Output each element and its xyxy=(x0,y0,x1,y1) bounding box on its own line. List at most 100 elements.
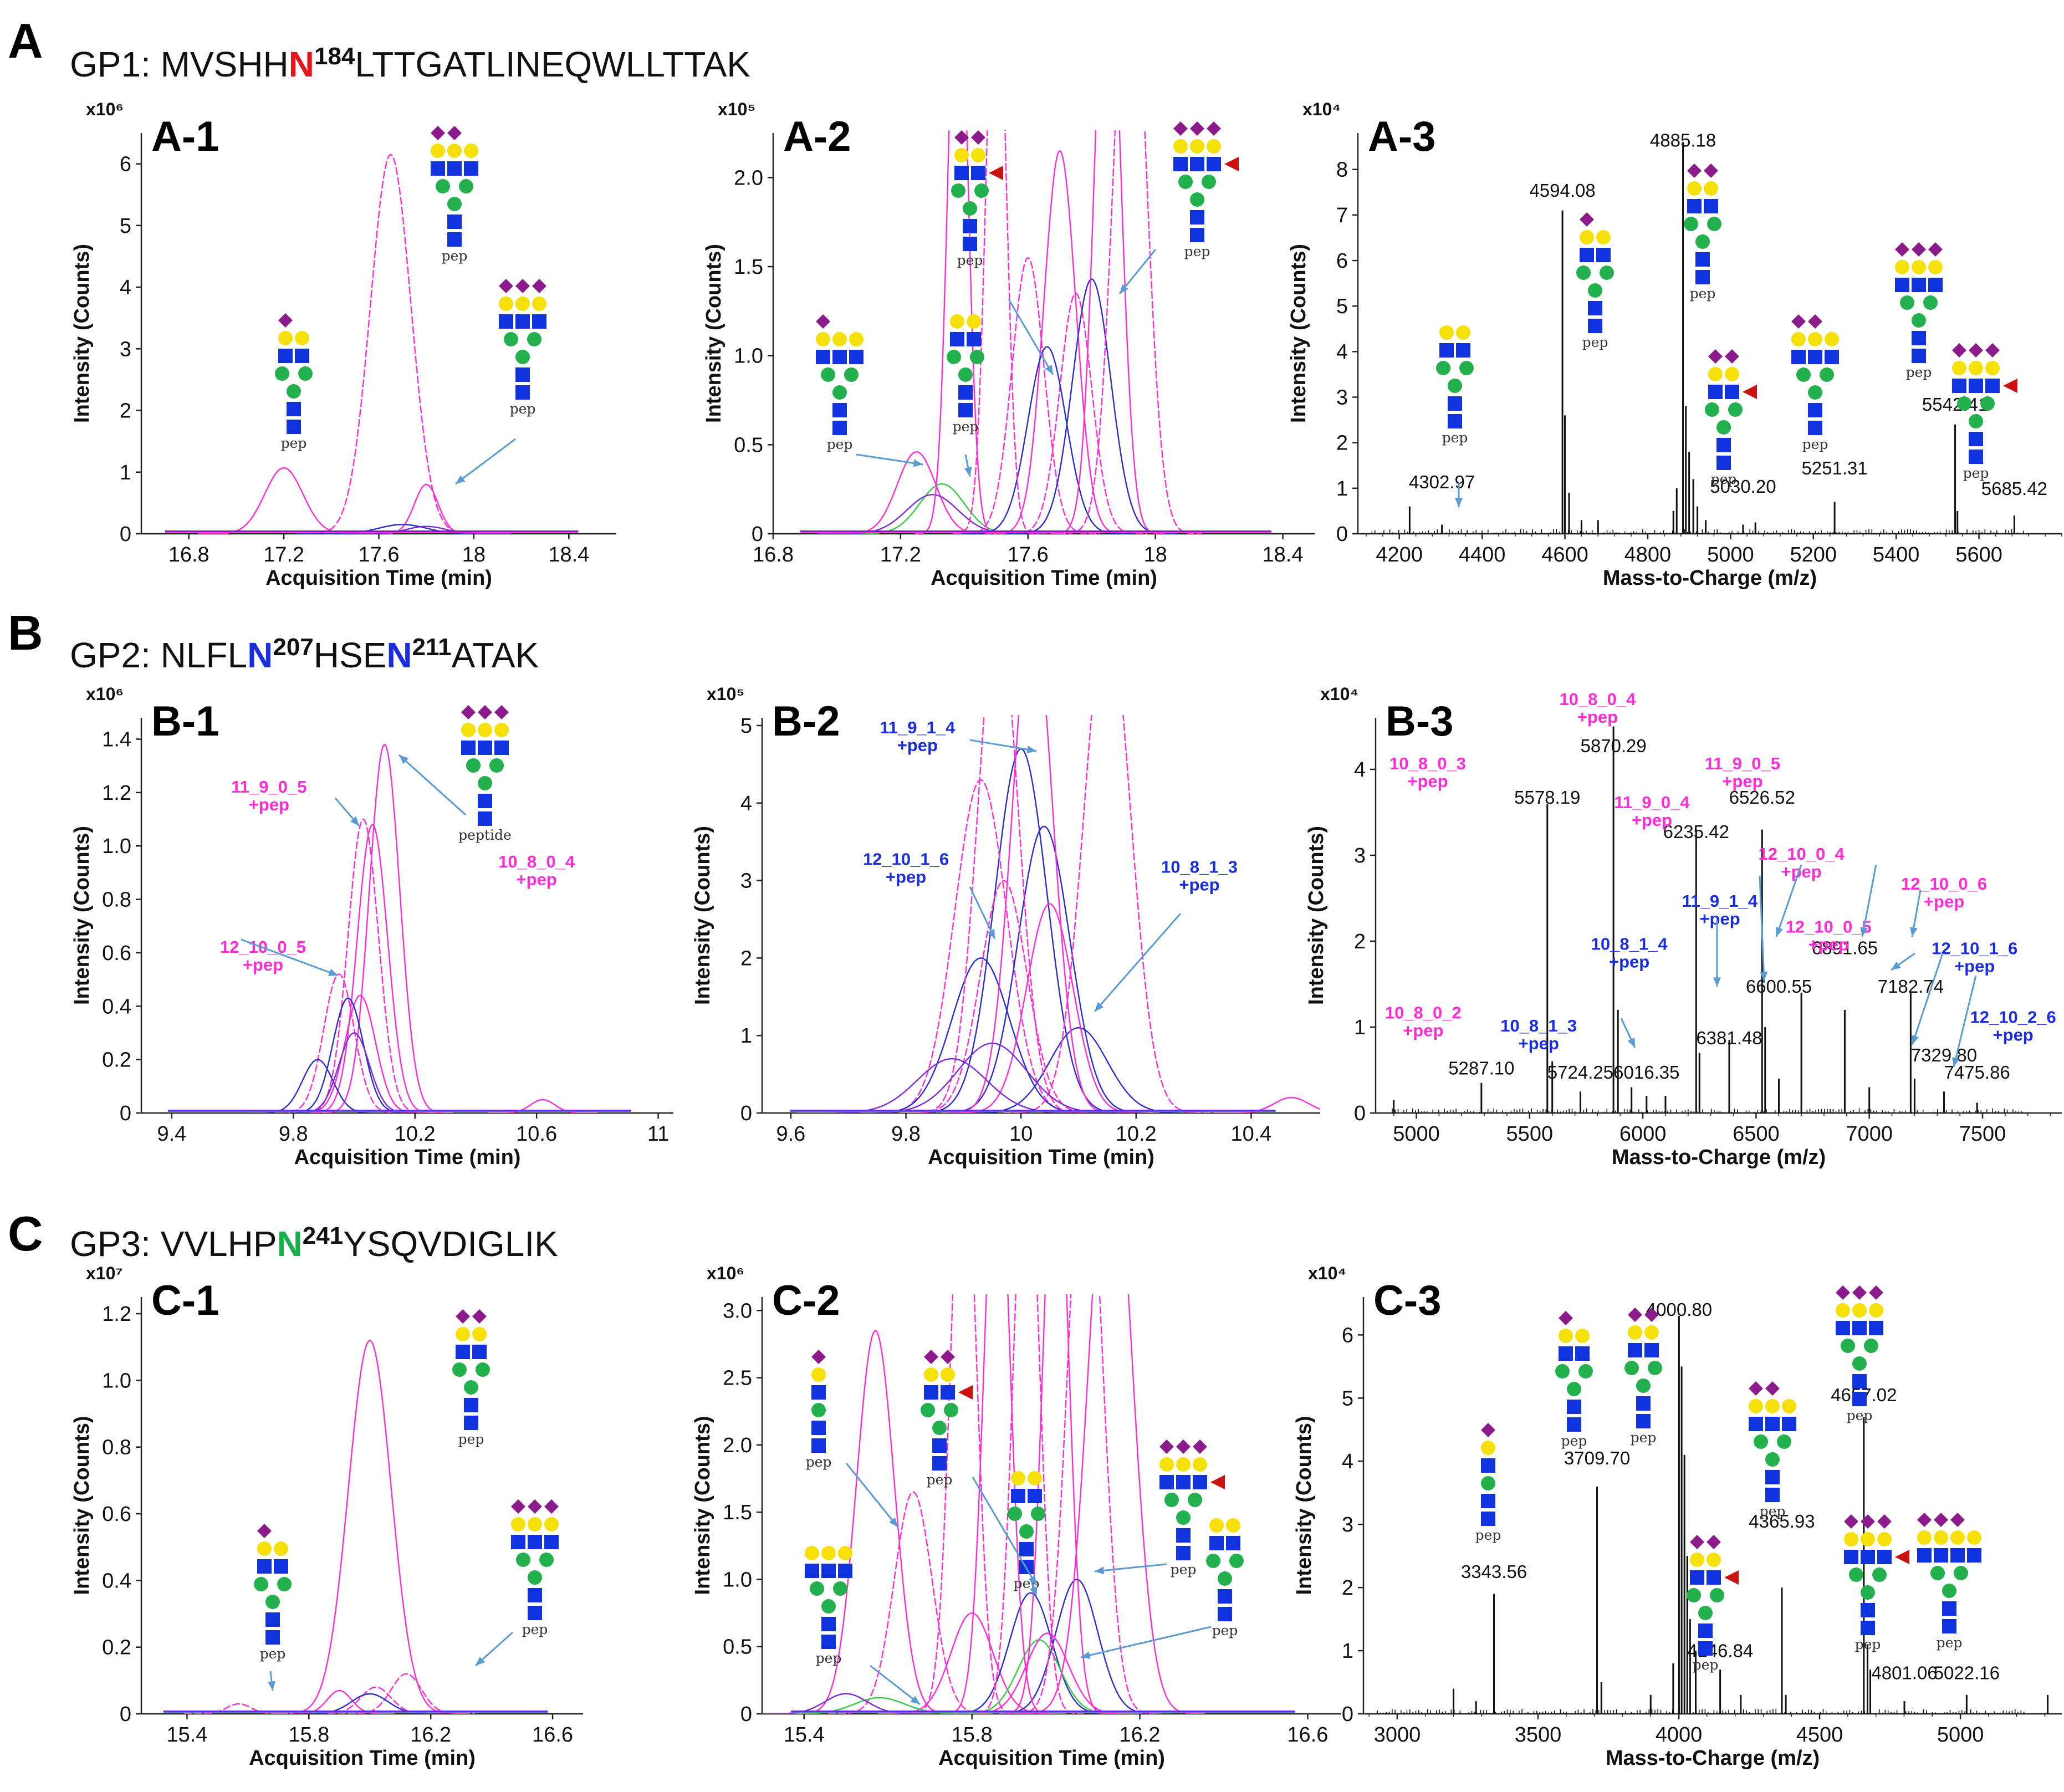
glycan-structure: pep xyxy=(1624,1308,1662,1446)
galactose-icon xyxy=(1690,1553,1704,1567)
seq-a-site: N xyxy=(289,44,314,84)
glycan-composition-pep: +pep xyxy=(1808,935,1849,954)
galactose-icon xyxy=(1765,1399,1780,1413)
y-tick-label: 6 xyxy=(120,153,131,176)
glcnac-icon xyxy=(1852,1392,1867,1406)
glycan-structure: pep xyxy=(1844,1514,1909,1652)
glycan-structure: pep xyxy=(1687,1535,1739,1673)
glcnac-icon xyxy=(1877,1550,1892,1564)
annotation-arrow xyxy=(1759,875,1768,982)
sialic-acid-icon xyxy=(1580,212,1594,227)
glycan-composition-pep: +pep xyxy=(1722,772,1762,791)
glcnac-icon xyxy=(1985,379,2000,393)
x-tick-label: 5600 xyxy=(1955,543,2002,566)
sialic-acid-icon xyxy=(1952,343,1966,358)
glcnac-icon xyxy=(958,403,973,417)
sialic-acid-icon xyxy=(1707,1535,1721,1549)
mannose-icon xyxy=(1687,1588,1701,1602)
sialic-acid-icon xyxy=(447,126,462,140)
x-axis-title: Mass-to-Charge (m/z) xyxy=(1603,566,1817,590)
sialic-acid-icon xyxy=(954,130,969,145)
mannose-icon xyxy=(265,1595,280,1609)
galactose-icon xyxy=(1596,230,1611,244)
glcnac-icon xyxy=(821,1564,836,1578)
glycan-peptide-label: pep xyxy=(1475,1527,1501,1543)
glycan-peptide-label: pep xyxy=(1937,1635,1963,1651)
galactose-icon xyxy=(1877,1532,1892,1546)
galactose-icon xyxy=(1791,332,1806,346)
galactose-icon xyxy=(295,331,309,345)
panel-label: A-3 xyxy=(1368,113,1435,160)
arrow-head xyxy=(1775,927,1784,937)
galactose-icon xyxy=(1985,361,2000,375)
series-trace xyxy=(249,1059,386,1113)
glcnac-icon xyxy=(1481,1458,1495,1473)
series-trace xyxy=(198,467,370,534)
glcnac-icon xyxy=(1942,1601,1956,1616)
sialic-acid-icon xyxy=(1644,1308,1659,1322)
glycan-composition-label: 11_9_1_4 xyxy=(1682,891,1758,911)
peak-mz-label: 5724.25 xyxy=(1547,1062,1613,1083)
galactose-icon xyxy=(1580,230,1594,244)
annotation-arrow xyxy=(1860,864,1877,937)
glcnac-icon xyxy=(963,219,977,233)
x-tick-label: 18.4 xyxy=(548,543,589,566)
mannose-icon xyxy=(844,367,859,382)
glcnac-icon xyxy=(832,403,847,417)
mannose-icon xyxy=(436,179,450,193)
glcnac-icon xyxy=(1808,421,1822,435)
glycan-structure: pep xyxy=(452,1309,490,1447)
mannose-icon xyxy=(1754,1434,1768,1449)
mannose-icon xyxy=(1555,1364,1570,1379)
mannose-icon xyxy=(1728,402,1743,417)
y-axis-title: Intensity (Counts) xyxy=(702,244,726,423)
plot-area xyxy=(168,743,631,1113)
annotation-arrow xyxy=(1454,483,1463,507)
glycan-peptide-label: pep xyxy=(1847,1407,1873,1423)
glcnac-icon xyxy=(811,1385,826,1400)
glcnac-icon xyxy=(1716,438,1731,452)
y-tick-label: 4 xyxy=(1336,340,1348,364)
mannose-icon xyxy=(275,366,289,381)
annotation-arrow xyxy=(1620,1018,1636,1048)
glycan-structure: pep xyxy=(1749,1381,1796,1519)
arrow-head xyxy=(1909,927,1918,937)
y-tick-label: 7 xyxy=(1336,204,1348,227)
galactose-icon xyxy=(816,332,830,346)
glcnac-icon xyxy=(1695,252,1710,267)
sialic-acid-icon xyxy=(515,279,530,293)
sialic-acid-icon xyxy=(1950,1513,1965,1527)
x-tick-label: 4000 xyxy=(1656,1723,1703,1747)
arrow-line xyxy=(856,453,923,466)
y-axis-title: Intensity (Counts) xyxy=(1287,244,1310,423)
peak-mz-label: 7475.86 xyxy=(1944,1062,2010,1083)
sialic-acid-icon xyxy=(1749,1381,1763,1396)
glcnac-icon xyxy=(1765,1417,1780,1431)
x-tick-label: 3000 xyxy=(1374,1723,1421,1747)
glcnac-icon xyxy=(295,349,309,363)
mannose-icon xyxy=(1864,1339,1878,1353)
y-tick-label: 1 xyxy=(1354,1016,1366,1039)
glcnac-icon xyxy=(821,1635,836,1649)
arrow-line xyxy=(241,938,339,977)
y-tick-label: 3 xyxy=(1354,844,1366,867)
arrow-head xyxy=(1045,365,1053,375)
mannose-icon xyxy=(1008,1507,1022,1521)
arrow-line xyxy=(1094,1563,1167,1573)
x-tick-label: 18 xyxy=(462,543,486,566)
x-tick-label: 9.6 xyxy=(776,1122,805,1146)
glycan-structure: pep xyxy=(1008,1471,1045,1591)
glcnac-icon xyxy=(811,1421,826,1435)
glcnac-icon xyxy=(1218,1589,1232,1604)
x-tick-label: 7000 xyxy=(1846,1122,1893,1146)
glcnac-icon xyxy=(1852,1374,1867,1388)
glcnac-icon xyxy=(1644,1343,1659,1357)
mannose-icon xyxy=(970,350,984,364)
peak-mz-label: 4801.06 xyxy=(1871,1662,1937,1683)
plot-area xyxy=(762,1294,1295,1714)
glycan-peptide-label: pep xyxy=(442,248,468,264)
galactose-icon xyxy=(1456,325,1470,340)
glcnac-icon xyxy=(528,1535,542,1549)
glcnac-icon xyxy=(1159,1475,1174,1489)
